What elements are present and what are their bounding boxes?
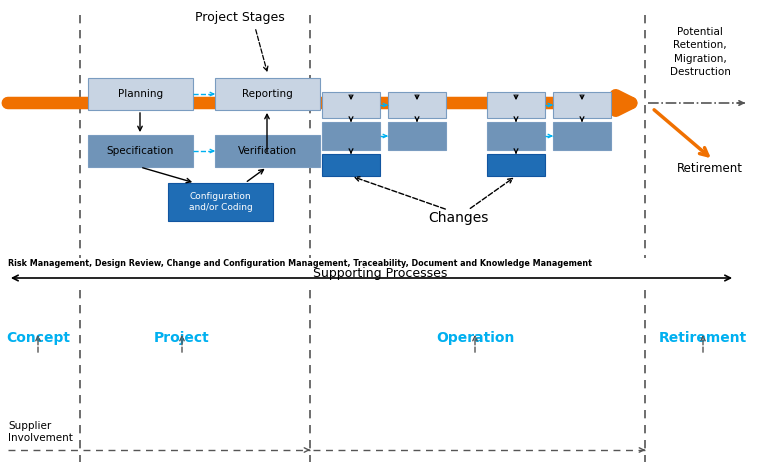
Bar: [388, 92, 446, 118]
Text: Project Stages: Project Stages: [195, 11, 285, 25]
Text: Verification: Verification: [238, 146, 297, 156]
Bar: [322, 122, 380, 150]
Bar: [88, 135, 193, 167]
Bar: [553, 122, 611, 150]
Text: Retirement: Retirement: [659, 331, 747, 345]
Text: Supporting Processes: Supporting Processes: [313, 268, 447, 280]
Text: Risk Management, Design Review, Change and Configuration Management, Traceabilit: Risk Management, Design Review, Change a…: [8, 260, 592, 269]
Bar: [215, 78, 320, 110]
Text: Configuration
and/or Coding: Configuration and/or Coding: [189, 192, 253, 212]
Bar: [322, 154, 380, 176]
Bar: [215, 135, 320, 167]
Bar: [322, 92, 380, 118]
Text: Operation: Operation: [436, 331, 514, 345]
Text: Planning: Planning: [118, 89, 163, 99]
Text: Retirement: Retirement: [677, 161, 743, 175]
Bar: [388, 122, 446, 150]
Bar: [487, 154, 545, 176]
Text: Potential
Retention,
Migration,
Destruction: Potential Retention, Migration, Destruct…: [669, 27, 730, 77]
Text: Specification: Specification: [107, 146, 174, 156]
Bar: [553, 92, 611, 118]
Text: Changes: Changes: [428, 211, 488, 225]
Bar: [487, 92, 545, 118]
Bar: [487, 122, 545, 150]
Text: Concept: Concept: [6, 331, 70, 345]
Text: Supplier
Involvement: Supplier Involvement: [8, 421, 73, 443]
Bar: [88, 78, 193, 110]
Bar: [168, 183, 273, 221]
Text: Project: Project: [154, 331, 210, 345]
Text: Reporting: Reporting: [242, 89, 293, 99]
